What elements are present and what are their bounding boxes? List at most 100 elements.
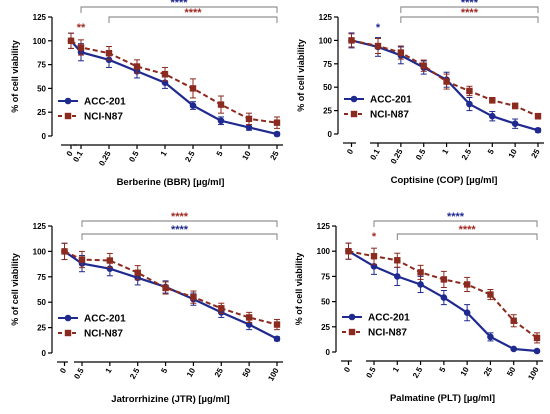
legend-marker-acc-201 bbox=[64, 97, 72, 105]
data-point-nci-n87 bbox=[466, 87, 473, 95]
data-point-nci-n87 bbox=[348, 37, 355, 44]
y-tick-label: 125 bbox=[33, 222, 47, 231]
data-point-nci-n87 bbox=[510, 317, 517, 324]
x-tick-label: 0.25 bbox=[389, 147, 405, 165]
data-point-nci-n87 bbox=[106, 257, 114, 264]
data-point-acc-201 bbox=[273, 130, 281, 138]
x-tick-label: 10 bbox=[459, 365, 472, 378]
data-point-nci-n87 bbox=[134, 269, 141, 276]
x-tick-label: 0 bbox=[342, 365, 352, 374]
legend-marker-nci-n87 bbox=[64, 329, 72, 337]
data-point-nci-n87 bbox=[533, 334, 541, 342]
data-point-nci-n87 bbox=[397, 49, 405, 56]
data-point-nci-n87 bbox=[534, 113, 542, 120]
significance-bracket bbox=[400, 16, 539, 23]
significance-label: **** bbox=[170, 0, 188, 9]
y-tick-label: 25 bbox=[323, 107, 332, 116]
data-point-acc-201 bbox=[273, 335, 281, 343]
x-tick-label: 0.25 bbox=[97, 149, 113, 167]
legend-marker-acc-201 bbox=[64, 314, 72, 322]
significance-bracket bbox=[400, 6, 539, 13]
significance-label: ** bbox=[77, 22, 86, 34]
data-point-nci-n87 bbox=[420, 62, 427, 69]
data-point-nci-n87 bbox=[273, 321, 281, 328]
data-point-nci-n87 bbox=[189, 85, 197, 92]
y-tick-label: 125 bbox=[33, 13, 47, 22]
legend-label: ACC-201 bbox=[370, 95, 412, 106]
x-tick-label: 1 bbox=[440, 147, 450, 156]
data-point-nci-n87 bbox=[105, 49, 113, 57]
x-axis-label: Berberine (BBR) [µg/ml] bbox=[117, 177, 225, 188]
data-point-nci-n87 bbox=[77, 44, 85, 51]
y-tick-label: 25 bbox=[37, 324, 46, 333]
data-point-nci-n87 bbox=[162, 284, 169, 292]
x-tick-label: 100 bbox=[526, 365, 541, 382]
y-tick-label: 25 bbox=[37, 108, 46, 117]
legend-label: NCI-N87 bbox=[84, 112, 123, 123]
data-point-nci-n87 bbox=[161, 70, 169, 78]
legend-label: ACC-201 bbox=[84, 97, 126, 108]
significance-label: * bbox=[376, 22, 381, 34]
x-tick-label: 1 bbox=[159, 149, 169, 158]
significance-label: **** bbox=[459, 224, 477, 236]
data-point-nci-n87 bbox=[370, 253, 378, 260]
x-tick-label: 2.5 bbox=[411, 365, 425, 380]
data-point-acc-201 bbox=[463, 309, 471, 316]
significance-bracket bbox=[81, 220, 278, 227]
data-point-nci-n87 bbox=[394, 257, 401, 264]
significance-bracket bbox=[373, 220, 538, 227]
x-tick-label: 50 bbox=[505, 365, 518, 378]
y-axis-label: % of cell viability bbox=[294, 253, 304, 326]
legend-marker-nci-n87 bbox=[348, 328, 356, 336]
data-point-acc-201 bbox=[245, 124, 253, 131]
data-point-acc-201 bbox=[393, 273, 401, 280]
x-tick-label: 25 bbox=[482, 365, 495, 378]
data-point-nci-n87 bbox=[345, 248, 352, 255]
y-tick-label: 100 bbox=[33, 37, 47, 46]
x-tick-label: 5 bbox=[215, 149, 225, 158]
significance-label: **** bbox=[171, 224, 189, 236]
data-point-nci-n87 bbox=[273, 119, 281, 126]
x-tick-label: 10 bbox=[240, 149, 253, 162]
data-point-nci-n87 bbox=[218, 305, 225, 312]
x-tick-label: 50 bbox=[241, 366, 254, 379]
y-tick-label: 125 bbox=[317, 222, 331, 231]
data-point-nci-n87 bbox=[61, 248, 68, 255]
legend-label: ACC-201 bbox=[84, 314, 126, 325]
data-point-acc-201 bbox=[466, 100, 473, 108]
data-point-acc-201 bbox=[217, 117, 225, 125]
x-tick-label: 10 bbox=[185, 366, 198, 379]
y-tick-label: 100 bbox=[317, 247, 331, 256]
x-tick-label: 0 bbox=[58, 366, 68, 375]
legend-label: NCI-N87 bbox=[84, 329, 123, 340]
data-point-nci-n87 bbox=[489, 97, 496, 104]
x-axis-label: Coptisine (COP) [µg/ml] bbox=[391, 175, 498, 186]
palmatine-panel: 0 25 50 75 100 125 % of cell viability 0 0.5 1 2.5… bbox=[294, 211, 543, 404]
data-point-acc-201 bbox=[106, 265, 114, 272]
significance-bracket bbox=[81, 233, 278, 240]
data-point-nci-n87 bbox=[374, 42, 382, 50]
data-point-acc-201 bbox=[488, 112, 496, 120]
series-line-acc-201 bbox=[63, 250, 278, 340]
y-tick-label: 50 bbox=[37, 84, 46, 93]
y-tick-label: 75 bbox=[323, 60, 332, 69]
significance-bracket bbox=[80, 6, 278, 13]
x-tick-label: 2.5 bbox=[128, 366, 142, 381]
data-point-nci-n87 bbox=[190, 293, 197, 301]
legend-marker-acc-201 bbox=[350, 95, 358, 103]
x-tick-label: 5 bbox=[438, 365, 448, 374]
series-line-nci-n87 bbox=[64, 250, 278, 326]
y-axis-label: % of cell viability bbox=[10, 253, 20, 326]
y-axis-label: % of cell viability bbox=[296, 39, 306, 112]
x-tick-label: 0.1 bbox=[368, 147, 382, 162]
x-tick-label: 0.5 bbox=[364, 365, 378, 380]
y-tick-label: 125 bbox=[319, 13, 333, 22]
data-point-acc-201 bbox=[440, 294, 448, 301]
x-tick-label: 25 bbox=[529, 147, 542, 160]
significance-bracket bbox=[108, 16, 278, 23]
y-tick-label: 50 bbox=[323, 83, 332, 92]
legend-marker-acc-201 bbox=[348, 313, 356, 321]
data-point-nci-n87 bbox=[245, 115, 253, 123]
